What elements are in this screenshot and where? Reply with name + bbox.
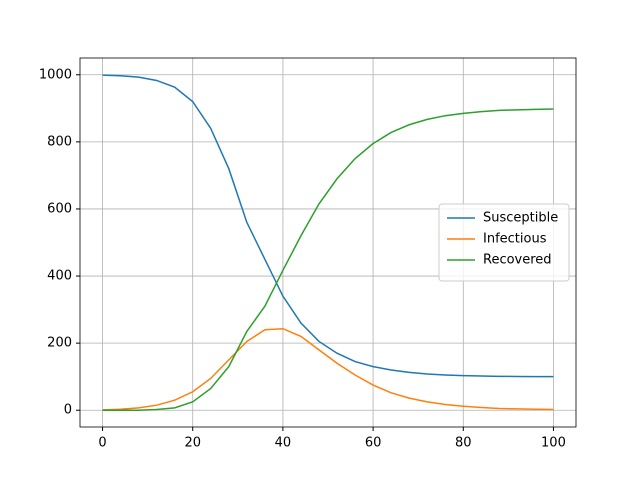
y-tick-label: 600 bbox=[47, 201, 72, 216]
legend-label: Recovered bbox=[483, 253, 552, 268]
x-tick-label: 80 bbox=[455, 436, 472, 451]
y-tick-label: 800 bbox=[47, 134, 72, 149]
x-tick-label: 40 bbox=[275, 436, 292, 451]
legend-label: Infectious bbox=[483, 232, 547, 247]
x-tick-label: 60 bbox=[365, 436, 382, 451]
x-tick-label: 0 bbox=[98, 436, 106, 451]
legend: Susceptible Infectious Recovered bbox=[438, 203, 570, 282]
x-tick-label: 20 bbox=[184, 436, 201, 451]
y-tick-label: 1000 bbox=[39, 67, 72, 82]
line bbox=[102, 327, 554, 411]
y-tick-label: 200 bbox=[47, 336, 72, 351]
x-tick-label: 100 bbox=[541, 436, 566, 451]
line bbox=[102, 74, 554, 378]
legend-box bbox=[438, 203, 570, 282]
legend-label: Susceptible bbox=[483, 211, 558, 226]
y-tick-label: 0 bbox=[64, 403, 72, 418]
y-tick-label: 400 bbox=[47, 269, 72, 284]
plot-frame bbox=[79, 57, 577, 428]
line bbox=[102, 108, 554, 411]
